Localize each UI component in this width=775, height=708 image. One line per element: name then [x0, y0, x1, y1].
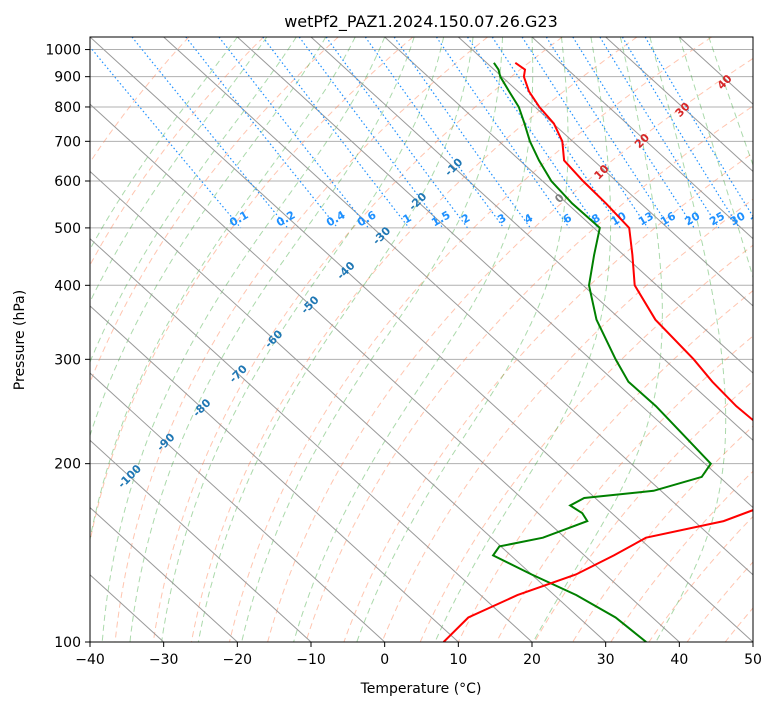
y-tick-label: 200 — [54, 457, 81, 473]
dry-adiabat-line — [305, 105, 753, 642]
dry-adiabat-line — [419, 244, 753, 642]
mixing-ratio-line — [298, 37, 444, 229]
x-tick-label: 10 — [449, 652, 467, 668]
isotherm-line — [457, 37, 753, 307]
isotherm-line — [605, 37, 753, 173]
dry-adiabat-line — [90, 37, 264, 267]
isotherm-line — [90, 305, 459, 642]
dry-adiabat-line — [114, 37, 488, 642]
dry-adiabat-line — [343, 152, 753, 642]
isotherm-line — [384, 37, 753, 374]
plot-area: 0.10.20.40.611.52346810131620253036-100-… — [90, 37, 768, 642]
y-axis-label: Pressure (hPa) — [12, 290, 28, 390]
temperature-line — [442, 61, 753, 642]
y-tick-label: 100 — [54, 635, 81, 651]
moist-adiabat-line — [649, 37, 727, 642]
moist-adiabat-line — [197, 37, 474, 642]
mixing-ratio-line — [572, 37, 695, 229]
isotherm-line — [90, 103, 680, 642]
mixing-ratio-line — [185, 37, 339, 229]
mixing-ratio-label: 36 — [748, 209, 768, 228]
x-tick-label: −40 — [75, 652, 105, 668]
x-tick-label: −20 — [223, 652, 253, 668]
isotherm-line — [531, 37, 753, 240]
mixing-ratio-line — [435, 37, 570, 229]
x-tick-label: −10 — [296, 652, 326, 668]
mixing-ratio-line — [131, 37, 289, 229]
dry-adiabat-line — [534, 380, 753, 642]
dry-adiabat-line — [152, 37, 563, 642]
moist-adiabat-line — [434, 37, 612, 642]
y-tick-label: 800 — [54, 100, 81, 116]
skewed-isotherms — [90, 37, 753, 642]
x-axis-ticks: −40 −30 −20 −10 0 10 20 30 40 50 — [75, 642, 762, 668]
mixing-ratio-lines — [90, 37, 753, 229]
y-tick-label: 600 — [54, 174, 81, 190]
mixing-ratio-line — [621, 37, 740, 229]
dry-adiabat-line — [90, 37, 414, 544]
y-tick-label: 900 — [54, 70, 81, 86]
mixing-ratio-line — [545, 37, 671, 229]
x-axis-label: Temperature (°C) — [360, 681, 482, 697]
isotherm-line — [310, 37, 753, 442]
isotherm-line — [90, 506, 238, 642]
y-tick-label: 400 — [54, 278, 81, 294]
dry-adiabat-line — [267, 57, 753, 642]
chart-title: wetPf2_PAZ1.2024.150.07.26.G23 — [284, 12, 558, 32]
plot-frame — [89, 36, 754, 643]
isotherm-line — [90, 37, 753, 642]
dry-adiabat-line — [457, 290, 753, 642]
moist-adiabat-line — [90, 37, 356, 542]
moist-adiabat-line — [90, 37, 238, 251]
moist-adiabat-line — [161, 37, 445, 642]
y-tick-label: 300 — [54, 352, 81, 368]
x-tick-label: 30 — [597, 652, 615, 668]
y-tick-label: 500 — [54, 221, 81, 237]
dry-adiabat-line — [381, 198, 753, 642]
x-tick-label: 0 — [380, 652, 389, 668]
isotherm-line — [90, 170, 607, 642]
y-tick-label: 1000 — [45, 43, 81, 59]
y-tick-label: 700 — [54, 134, 81, 150]
moist-adiabat-line — [101, 37, 386, 642]
mixing-ratio-line — [262, 37, 410, 229]
x-tick-label: 40 — [670, 652, 688, 668]
x-tick-label: −30 — [149, 652, 179, 668]
isotherm-line — [90, 372, 386, 642]
x-tick-label: 20 — [523, 652, 541, 668]
moist-adiabat-line — [90, 37, 327, 438]
moist-adiabat-line — [90, 37, 297, 364]
moist-adiabat-line — [532, 37, 663, 642]
x-tick-label: 50 — [744, 652, 762, 668]
isotherm-line — [90, 237, 533, 642]
moist-adiabat-line — [241, 37, 503, 642]
dry-adiabat-line — [229, 37, 712, 642]
mixing-ratio-line — [90, 46, 242, 229]
dry-adiabat-line — [495, 335, 753, 642]
dry-adiabat-line — [190, 37, 638, 642]
y-axis-ticks: 1000 900 800 700 600 500 400 300 200 100 — [45, 43, 90, 651]
dry-adiabat-line — [90, 37, 190, 164]
moist-adiabat-line — [356, 37, 569, 642]
mixing-ratio-line — [325, 37, 468, 229]
moist-adiabat-line — [90, 37, 268, 303]
dewpoint-line — [491, 62, 713, 642]
moist-adiabat-line — [293, 37, 534, 642]
moist-adiabats — [90, 37, 753, 642]
moist-adiabat-line — [678, 37, 753, 280]
mixing-ratio-line — [364, 37, 505, 229]
moist-adiabat-line — [708, 37, 753, 167]
mixing-ratio-line — [521, 37, 649, 229]
isotherm-line — [236, 37, 753, 509]
mixing-ratio-line — [491, 37, 621, 229]
isotherm-line — [90, 439, 312, 642]
mixing-ratio-line — [467, 37, 599, 229]
isotherm-line — [163, 37, 753, 576]
mixing-ratio-line — [393, 37, 531, 229]
moist-adiabat-line — [129, 37, 415, 642]
